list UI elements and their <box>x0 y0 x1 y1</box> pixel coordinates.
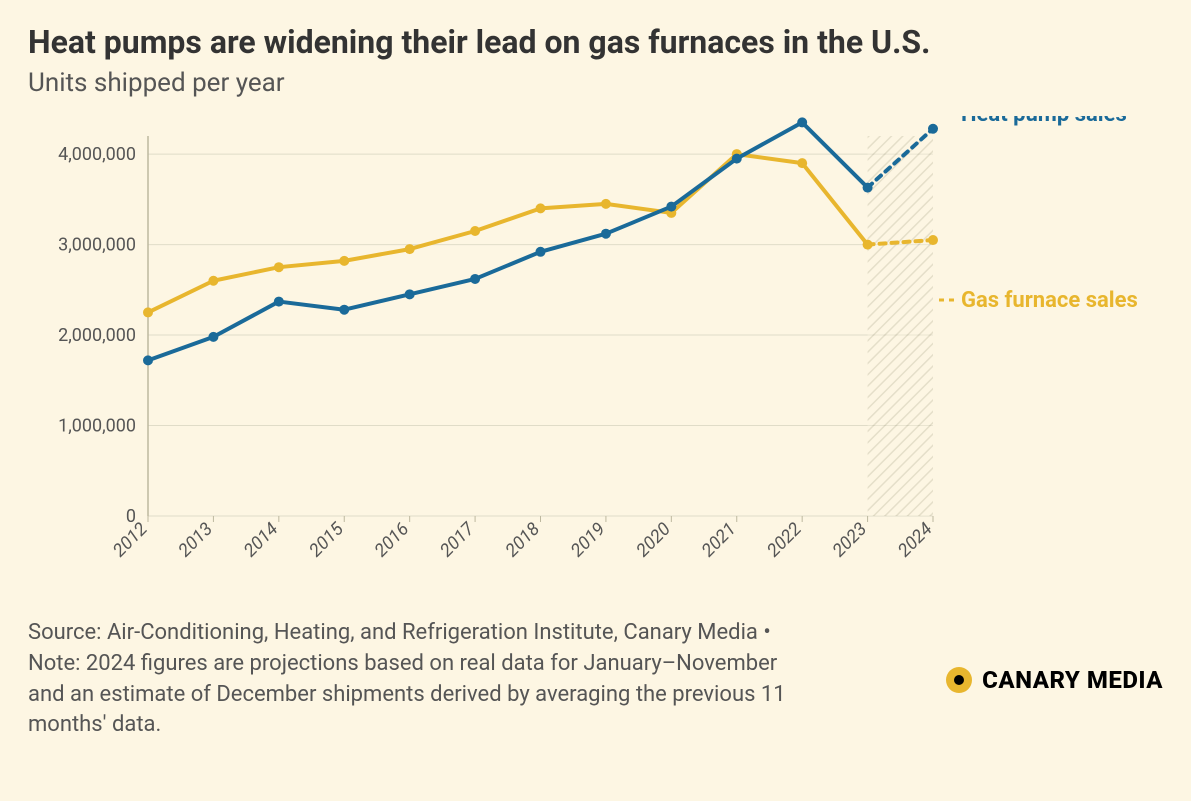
svg-text:2023: 2023 <box>829 519 872 562</box>
svg-text:2021: 2021 <box>698 519 741 562</box>
svg-text:Gas furnace sales: Gas furnace sales <box>961 288 1138 313</box>
svg-text:2024: 2024 <box>894 519 937 562</box>
svg-text:2019: 2019 <box>567 519 610 562</box>
chart-subtitle: Units shipped per year <box>28 68 1163 98</box>
svg-text:Heat pump sales: Heat pump sales <box>961 116 1127 127</box>
svg-text:3,000,000: 3,000,000 <box>58 235 136 256</box>
chart-title: Heat pumps are widening their lead on ga… <box>28 22 1163 62</box>
brand-text: CANARY MEDIA <box>982 666 1163 694</box>
chart-area: 01,000,0002,000,0003,000,0004,000,000201… <box>28 116 1163 596</box>
chart-footer: Source: Air-Conditioning, Heating, and R… <box>28 618 1163 741</box>
svg-text:2018: 2018 <box>501 519 544 562</box>
svg-text:2,000,000: 2,000,000 <box>58 325 136 346</box>
svg-text:2012: 2012 <box>109 519 152 562</box>
svg-text:1,000,000: 1,000,000 <box>58 416 136 437</box>
line-chart-svg: 01,000,0002,000,0003,000,0004,000,000201… <box>28 116 1163 596</box>
svg-text:2013: 2013 <box>174 519 217 562</box>
brand-logo: CANARY MEDIA <box>944 665 1163 695</box>
svg-text:2014: 2014 <box>240 519 283 562</box>
source-note: Source: Air-Conditioning, Heating, and R… <box>28 618 788 741</box>
svg-text:2020: 2020 <box>632 519 675 562</box>
svg-text:2017: 2017 <box>436 518 479 561</box>
svg-text:2016: 2016 <box>371 519 414 562</box>
canary-icon <box>944 665 974 695</box>
svg-text:4,000,000: 4,000,000 <box>58 144 136 165</box>
svg-text:2022: 2022 <box>763 519 806 562</box>
svg-text:2015: 2015 <box>305 519 348 562</box>
